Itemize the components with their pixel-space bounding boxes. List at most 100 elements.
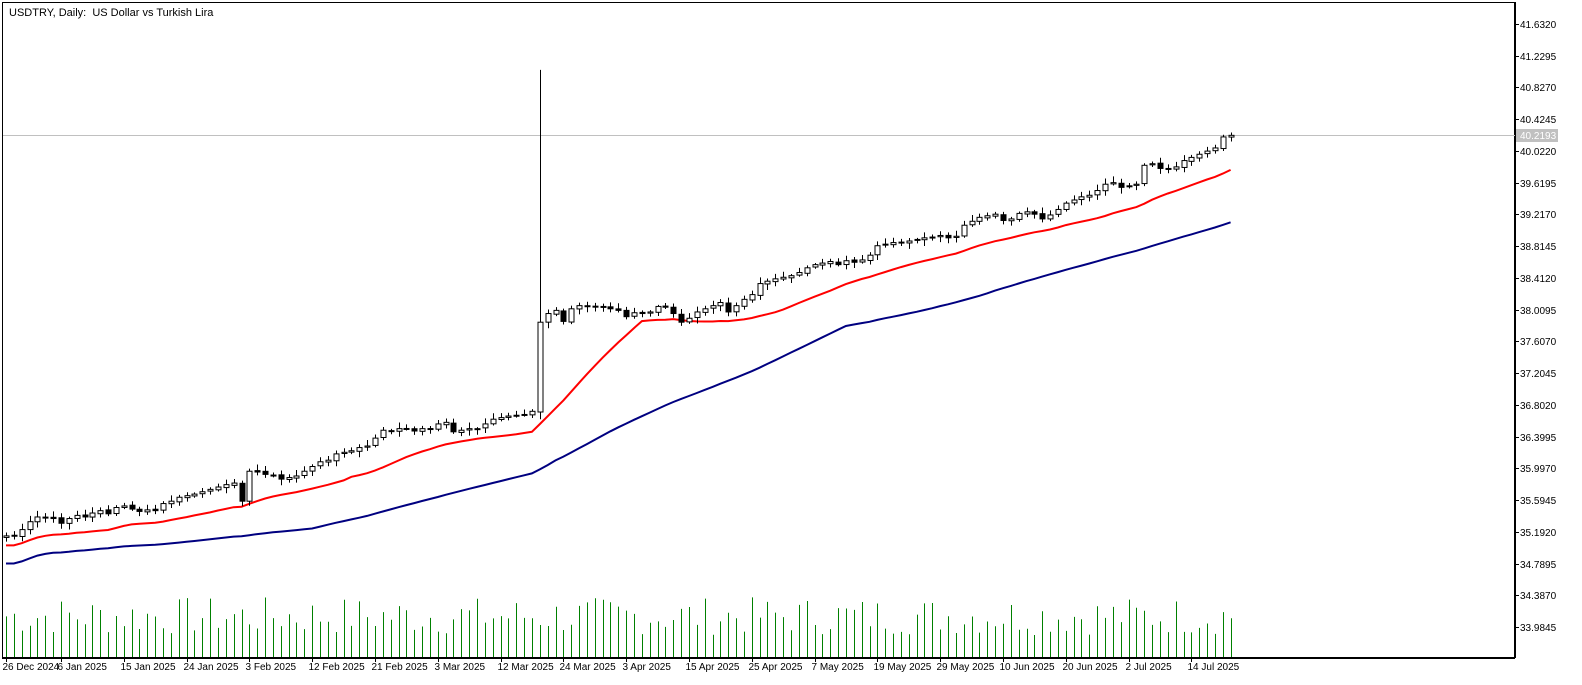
time-tick-label: 29 May 2025: [937, 662, 995, 673]
candle-body: [435, 423, 442, 430]
candle-body: [623, 309, 630, 318]
candle-body: [639, 311, 646, 315]
candle: [1039, 207, 1046, 223]
candle: [1102, 178, 1109, 196]
candle: [58, 513, 65, 529]
candle-body: [160, 503, 167, 511]
candle: [27, 515, 34, 535]
candle-body: [702, 308, 709, 313]
candle: [662, 302, 669, 309]
candle: [207, 487, 214, 495]
candle: [827, 258, 834, 268]
candle-body: [348, 450, 355, 453]
candle-body: [584, 305, 591, 308]
candle-body: [1212, 147, 1219, 152]
candle: [121, 502, 128, 510]
candle: [168, 495, 175, 508]
candle-body: [607, 306, 614, 310]
candle: [1031, 209, 1038, 219]
candle-body: [678, 313, 685, 323]
candle-body: [301, 470, 308, 477]
candle: [1188, 154, 1195, 166]
candle-body: [772, 278, 779, 283]
candle-body: [207, 488, 214, 492]
candle: [482, 418, 489, 434]
candle-body: [184, 495, 191, 499]
candle: [3, 532, 10, 542]
candle: [450, 418, 457, 434]
candle-body: [984, 215, 991, 219]
candle-body: [529, 410, 536, 416]
candle-body: [851, 259, 858, 263]
candle-body: [191, 493, 198, 497]
candle-body: [505, 415, 512, 418]
candle: [19, 523, 26, 542]
candle: [631, 307, 638, 319]
candle: [639, 310, 646, 318]
candle-body: [293, 475, 300, 479]
price-tick-label: 35.1920: [1520, 528, 1557, 539]
candle: [710, 300, 717, 314]
time-tick-label: 21 Feb 2025: [372, 662, 429, 673]
candle: [231, 478, 238, 489]
price-tick-label: 37.2045: [1520, 369, 1557, 380]
price-tick-label: 40.0220: [1520, 147, 1557, 158]
candle-body: [615, 308, 622, 311]
candle: [592, 302, 599, 312]
candle: [772, 273, 779, 287]
candle: [380, 427, 387, 441]
candle: [796, 267, 803, 277]
price-tick-label: 36.3995: [1520, 433, 1557, 444]
candle: [388, 428, 395, 435]
candle-body: [3, 535, 10, 538]
candle-body: [270, 474, 277, 477]
candle: [160, 501, 167, 514]
candlestick-series: [3, 69, 1235, 542]
time-tick-label: 3 Feb 2025: [246, 662, 297, 673]
candle-body: [568, 308, 575, 323]
price-tick-label: 40.4245: [1520, 115, 1557, 126]
candle: [969, 215, 976, 227]
candle: [647, 310, 654, 317]
candle-body: [27, 521, 34, 531]
candle-body: [976, 216, 983, 222]
candle: [914, 237, 921, 244]
candle-body: [388, 430, 395, 433]
candle: [804, 265, 811, 277]
price-tick-label: 34.7895: [1520, 560, 1557, 571]
candle-body: [545, 313, 552, 323]
time-tick-label: 7 May 2025: [812, 662, 865, 673]
candle: [694, 306, 701, 324]
candle-body: [1141, 164, 1148, 185]
candle-body: [498, 417, 505, 420]
candle: [890, 237, 897, 248]
price-tick-label: 41.2295: [1520, 52, 1557, 63]
candle: [819, 258, 826, 270]
candle: [584, 301, 591, 313]
candle: [1000, 211, 1007, 225]
candle-body: [576, 305, 583, 310]
current-price-text: 40.2193: [1520, 131, 1557, 142]
time-tick-label: 15 Jan 2025: [121, 662, 176, 673]
candle-body: [262, 470, 269, 475]
candle: [607, 302, 614, 313]
candle: [74, 510, 81, 522]
candle: [545, 309, 552, 329]
chart-window[interactable]: USDTRY, Daily: US Dollar vs Turkish Lira: [2, 2, 1515, 658]
candle: [882, 238, 889, 248]
time-tick-label: 26 Dec 2024: [3, 662, 60, 673]
candle-body: [199, 491, 206, 495]
candle: [859, 255, 866, 264]
price-tick-label: 40.8270: [1520, 83, 1557, 94]
moving-average-fast: [6, 168, 1232, 547]
candle-body: [537, 321, 544, 413]
candle-body: [411, 428, 418, 432]
candle-body: [914, 238, 921, 241]
candle: [655, 304, 662, 317]
price-axis[interactable]: 41.6320 41.2295 40.8270 40.4245 40.0220 39.61…: [1515, 2, 1557, 658]
candle: [921, 232, 928, 246]
candle-body: [364, 445, 371, 448]
candle: [702, 305, 709, 316]
